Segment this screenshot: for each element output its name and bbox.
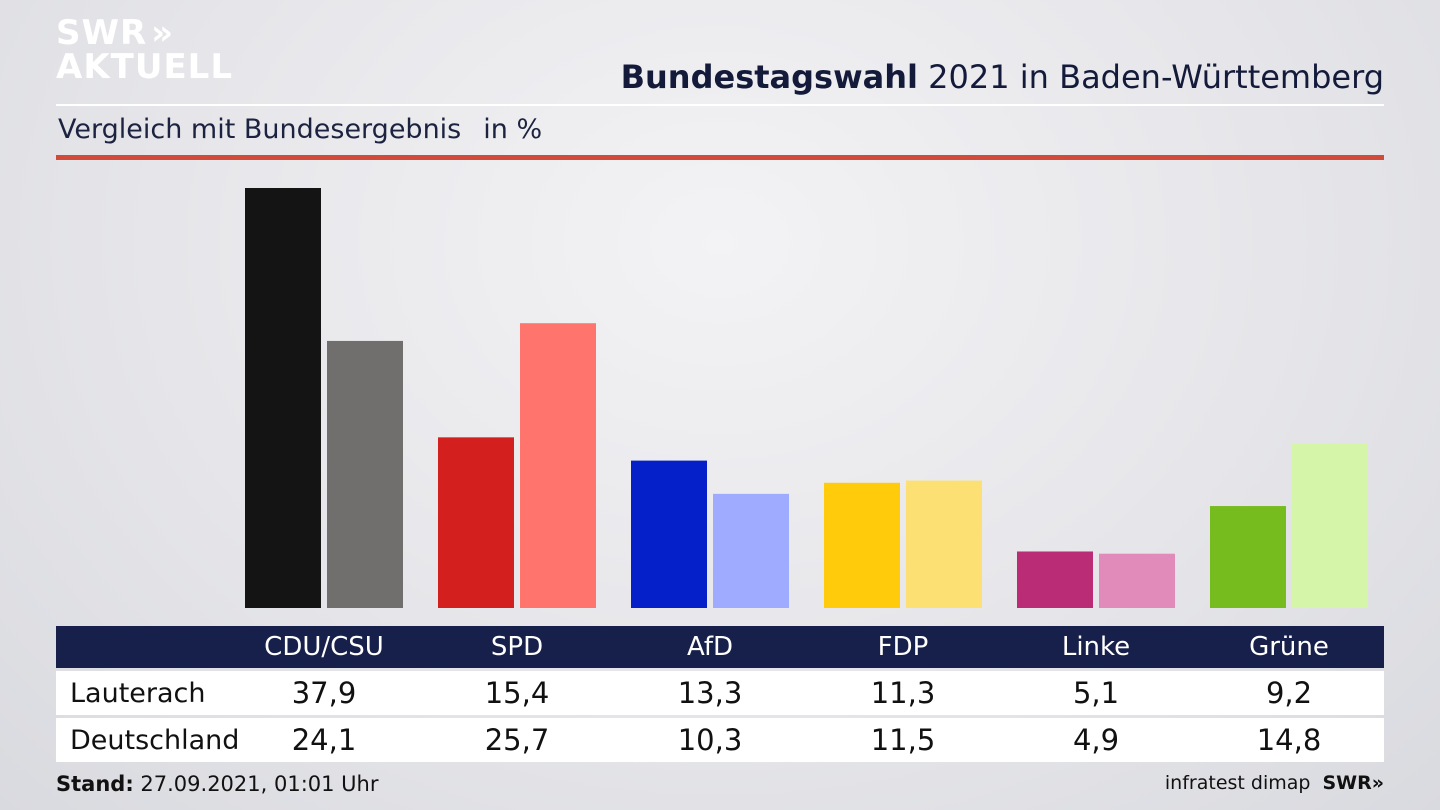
header-fdp: FDP [877, 632, 929, 662]
subtitle-text: Vergleich mit Bundesergebnis [58, 114, 462, 145]
bar-linke-lauterach [1017, 551, 1093, 608]
bar-afd-lauterach [631, 460, 707, 608]
bar-gruene-lauterach [1210, 506, 1286, 608]
table-row: Lauterach 37,9 15,4 13,3 11,3 5,1 9,2 [56, 671, 1384, 715]
value-gruene-deutschland: 14,8 [1256, 723, 1322, 757]
value-afd-deutschland: 10,3 [677, 723, 743, 757]
source-label: infratest dimap [1164, 772, 1311, 794]
title-bold: Bundestagswahl [620, 58, 918, 96]
value-spd-lauterach: 15,4 [484, 676, 550, 710]
bar-spd-lauterach [438, 437, 514, 608]
value-cdu-csu-deutschland: 24,1 [291, 723, 357, 757]
bar-gruene-deutschland [1292, 443, 1368, 608]
logo-aktuell: AKTUELL [56, 47, 234, 87]
accent-divider [56, 155, 1384, 160]
logo-swr: SWR [56, 13, 148, 53]
swr-brand-icon: SWR» [1322, 772, 1384, 794]
value-gruene-lauterach: 9,2 [1265, 676, 1313, 710]
logo-arrows-icon: » [151, 13, 175, 53]
header-afd: AfD [686, 632, 734, 662]
bar-fdp-lauterach [824, 482, 900, 608]
timestamp: Stand: 27.09.2021, 01:01 Uhr [56, 772, 379, 796]
header-spd: SPD [490, 632, 544, 662]
results-table: CDU/CSU SPD AfD FDP Linke Grüne Lauterach 37,… [56, 626, 1384, 762]
chart-subtitle: Vergleich mit Bundesergebnis in % [58, 114, 542, 145]
swr-aktuell-logo: SWR» AKTUELL [56, 16, 233, 84]
stand-value: 27.09.2021, 01:01 Uhr [133, 772, 379, 796]
value-cdu-csu-lauterach: 37,9 [291, 676, 357, 710]
title-rest: 2021 in Baden-Württemberg [917, 58, 1384, 96]
source-credit: infratest dimap SWR» [1165, 772, 1384, 794]
header-gruene: Grüne [1249, 632, 1329, 662]
bar-fdp-deutschland [906, 480, 982, 608]
value-afd-lauterach: 13,3 [677, 676, 743, 710]
value-spd-deutschland: 25,7 [484, 723, 550, 757]
table-row: Deutschland 24,1 25,7 10,3 11,5 4,9 14,8 [56, 718, 1384, 762]
stand-label: Stand: [56, 772, 134, 796]
bar-cdu-csu-lauterach [245, 188, 321, 608]
bar-chart [245, 188, 1368, 608]
row-label-lauterach: Lauterach [70, 677, 206, 709]
value-fdp-lauterach: 11,3 [870, 676, 936, 710]
bar-spd-deutschland [520, 323, 596, 608]
table-header: CDU/CSU SPD AfD FDP Linke Grüne [56, 626, 1384, 668]
row-label-deutschland: Deutschland [70, 724, 240, 756]
header-divider [56, 104, 1384, 106]
value-linke-deutschland: 4,9 [1072, 723, 1120, 757]
value-linke-lauterach: 5,1 [1072, 676, 1120, 710]
bar-cdu-csu-deutschland [327, 340, 403, 608]
page-title: Bundestagswahl 2021 in Baden-Württemberg [621, 58, 1384, 96]
unit-label: in % [483, 114, 543, 145]
header-cdu-csu: CDU/CSU [264, 632, 384, 662]
value-fdp-deutschland: 11,5 [870, 723, 936, 757]
bar-linke-deutschland [1099, 553, 1175, 608]
bar-afd-deutschland [713, 493, 789, 608]
header-linke: Linke [1061, 632, 1131, 662]
